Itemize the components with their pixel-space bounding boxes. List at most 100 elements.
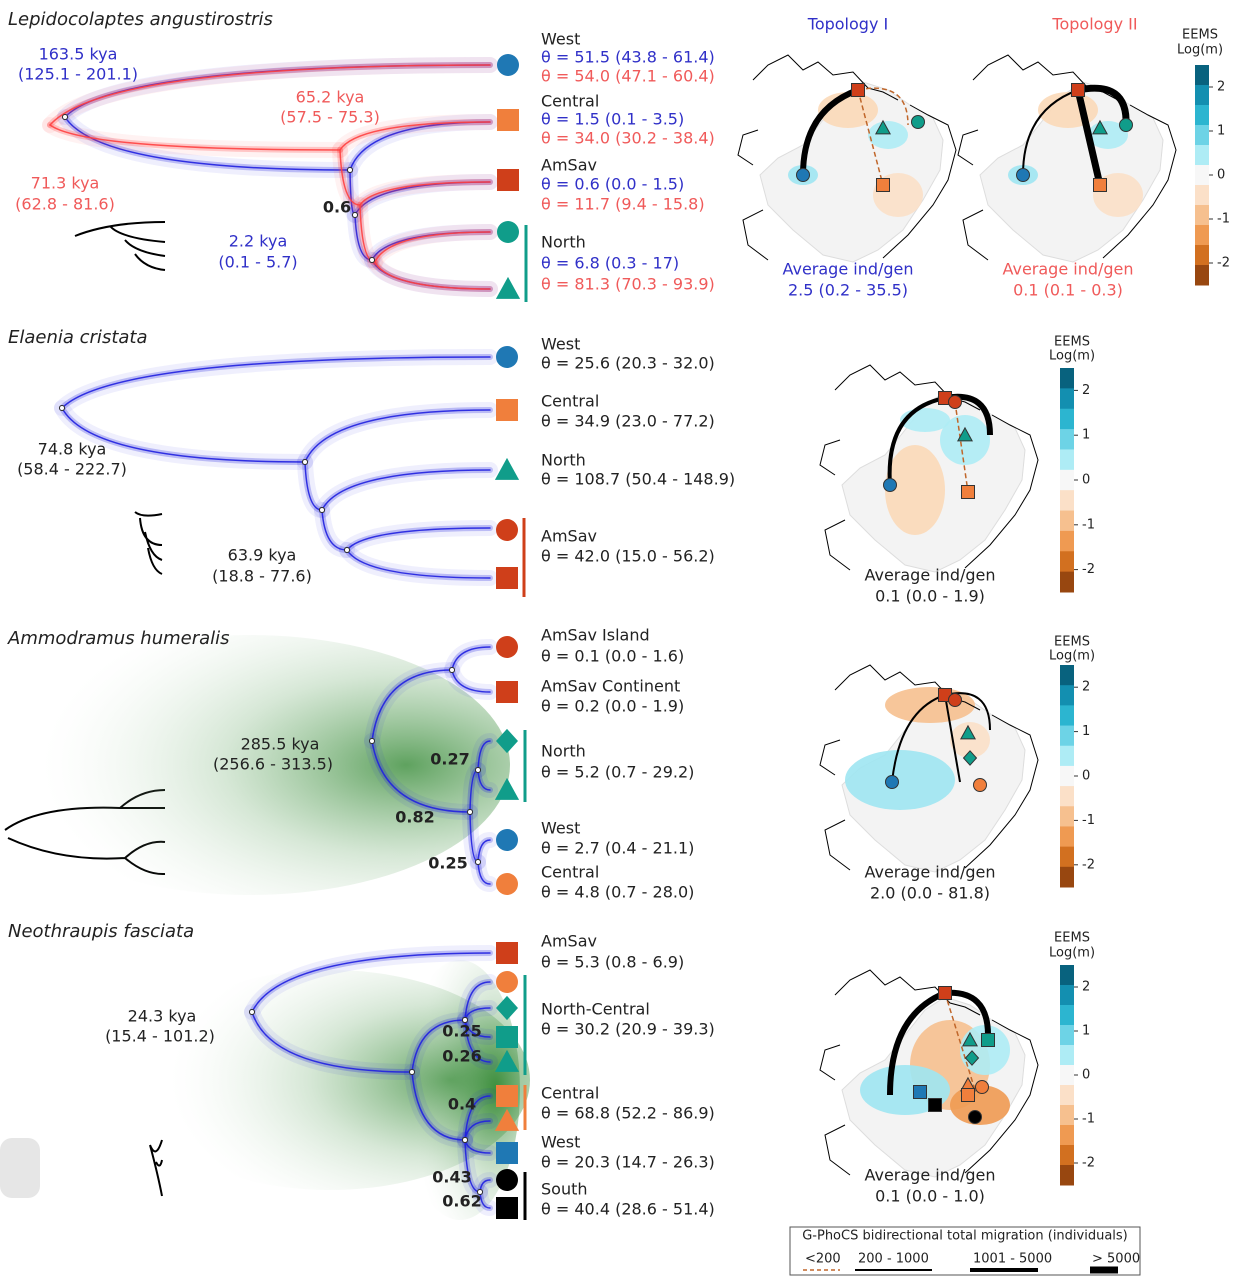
population-theta: θ = 108.7 (50.4 - 148.9) [541, 470, 735, 489]
symbol [969, 1111, 982, 1124]
symbol [1072, 84, 1085, 97]
eems-tick-label: -2 [1217, 256, 1230, 271]
node-ci: (125.1 - 201.1) [18, 65, 138, 84]
eems-tick-label: 2 [1082, 980, 1090, 995]
symbol [496, 1197, 518, 1219]
tree-node [476, 768, 481, 773]
symbol [496, 277, 520, 299]
eems-tick-label: 0 [1082, 1068, 1090, 1083]
symbol [496, 1142, 518, 1164]
population-name: North [541, 742, 586, 761]
node-age: 24.3 kya [128, 1007, 197, 1026]
eems-swatch [1060, 965, 1074, 986]
species-name: Elaenia cristata [8, 327, 148, 348]
eems-swatch [1060, 368, 1074, 389]
node-ci: (58.4 - 222.7) [17, 460, 127, 479]
population-name: West [541, 1133, 580, 1152]
symbol [496, 1169, 518, 1191]
eems-tick-label: -1 [1082, 813, 1095, 828]
avg-value: 0.1 (0.0 - 1.0) [875, 1187, 985, 1206]
population-name: Central [541, 1084, 599, 1103]
eems-swatch [1060, 985, 1074, 1006]
eems-tick-label: 1 [1217, 124, 1225, 139]
map [820, 665, 1038, 872]
tree-node [60, 406, 65, 411]
symbol [495, 458, 519, 480]
support-value: 0.26 [442, 1047, 481, 1066]
avg-value: 0.1 (0.1 - 0.3) [1013, 281, 1123, 300]
symbol [886, 776, 899, 789]
population-theta: θ = 81.3 (70.3 - 93.9) [541, 275, 715, 294]
symbol [496, 971, 518, 993]
scroll-handle [0, 1138, 40, 1198]
population-name: AmSav [541, 932, 597, 951]
eems-swatch [1195, 125, 1209, 146]
symbol [976, 1081, 989, 1094]
map-title: Topology I [807, 15, 888, 34]
species-name: Lepidocolaptes angustirostris [8, 9, 273, 30]
avg-label: Average ind/gen [864, 863, 995, 882]
node-age: 2.2 kya [229, 232, 288, 251]
node-age: 74.8 kya [38, 440, 107, 459]
population-name: West [541, 819, 580, 838]
map [738, 55, 956, 262]
eems-swatch [1060, 847, 1074, 868]
population-name: North [541, 233, 586, 252]
eems-swatch [1060, 1045, 1074, 1066]
eems-swatch [1195, 165, 1209, 186]
panels: Lepidocolaptes angustirostris163.5 kya(1… [0, 9, 1230, 1220]
population-theta: θ = 40.4 (28.6 - 51.4) [541, 1200, 715, 1219]
legend-title: G-PhoCS bidirectional total migration (i… [802, 1229, 1128, 1244]
eems-swatch [1060, 572, 1074, 593]
eems-swatch [1195, 185, 1209, 206]
node-ci: (62.8 - 81.6) [15, 195, 115, 214]
legend-item: 200 - 1000 [858, 1252, 929, 1267]
eems-tick-label: 2 [1082, 680, 1090, 695]
eems-swatch [1060, 511, 1074, 532]
eems-tick-label: 0 [1082, 473, 1090, 488]
tree-node [463, 1138, 468, 1143]
tree-node [353, 213, 358, 218]
node-ci: (15.4 - 101.2) [105, 1027, 215, 1046]
eems-tick-label: -1 [1082, 517, 1095, 532]
panel: Neothraupis fasciata24.3 kya(15.4 - 101.… [8, 921, 1095, 1220]
support-value: 0.25 [428, 854, 467, 873]
tree-node [468, 810, 473, 815]
support-value: 0.62 [442, 1192, 481, 1211]
eems-title: EEMS [1182, 28, 1218, 43]
eems-swatch [1195, 145, 1209, 166]
eems-tick-label: -2 [1082, 562, 1095, 577]
eems-tick-label: -1 [1217, 212, 1230, 227]
eems-swatch [1060, 766, 1074, 787]
symbol [496, 636, 518, 658]
population-name: Central [541, 863, 599, 882]
population-theta: θ = 30.2 (20.9 - 39.3) [541, 1020, 715, 1039]
eems-tick-label: -1 [1082, 1112, 1095, 1127]
eems-swatch [1060, 1005, 1074, 1026]
node-ci: (57.5 - 75.3) [280, 108, 380, 127]
tree-node [370, 258, 375, 263]
symbol [877, 179, 890, 192]
tree-node [476, 860, 481, 865]
population-name: AmSav [541, 527, 597, 546]
symbol [1094, 179, 1107, 192]
eems-unit: Log(m) [1049, 946, 1095, 961]
legend: G-PhoCS bidirectional total migration (i… [790, 1227, 1140, 1275]
eems-unit: Log(m) [1049, 349, 1095, 364]
eems-swatch [1060, 726, 1074, 747]
avg-value: 0.1 (0.0 - 1.9) [875, 587, 985, 606]
symbol [496, 681, 518, 703]
species-name: Ammodramus humeralis [7, 628, 230, 649]
population-theta: θ = 4.8 (0.7 - 28.0) [541, 883, 694, 902]
population-theta: θ = 34.9 (23.0 - 77.2) [541, 412, 715, 431]
symbol [974, 779, 987, 792]
eems-swatch [1060, 746, 1074, 767]
tree-node [450, 668, 455, 673]
eems-swatch [1060, 551, 1074, 572]
symbol [497, 221, 519, 243]
node-ci: (18.8 - 77.6) [212, 567, 312, 586]
symbol [496, 519, 518, 541]
eems-swatch [1060, 1145, 1074, 1166]
support-value: 0.27 [430, 750, 469, 769]
